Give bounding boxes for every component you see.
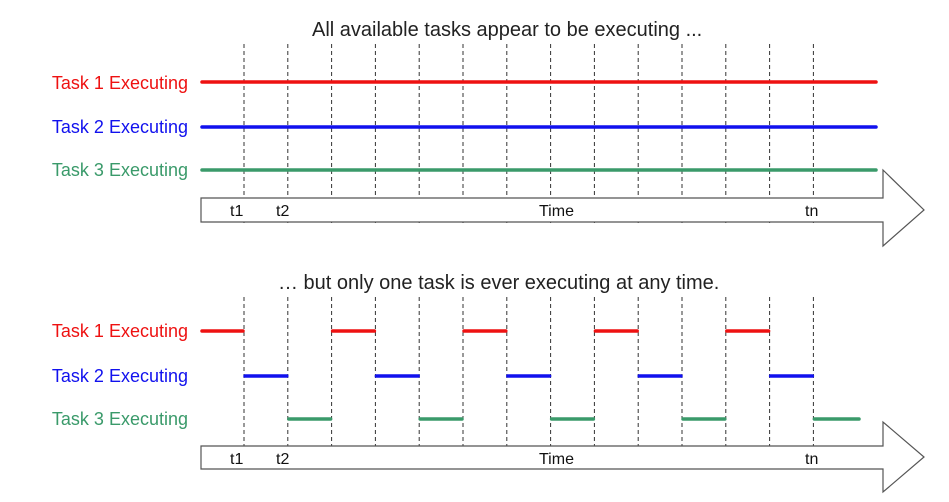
top-panel: All available tasks appear to be executi… — [52, 19, 925, 248]
bottom-task2-label: Task 2 Executing — [52, 366, 188, 386]
top-axis-tn: tn — [805, 203, 818, 220]
top-title: All available tasks appear to be executi… — [312, 19, 702, 41]
top-task1-label: Task 1 Executing — [52, 73, 188, 93]
top-axis-t2: t2 — [276, 203, 289, 220]
bottom-panel: … but only one task is ever executing at… — [52, 272, 925, 494]
top-task2-label: Task 2 Executing — [52, 117, 188, 137]
bottom-task1-label: Task 1 Executing — [52, 321, 188, 341]
top-axis-t1: t1 — [230, 203, 243, 220]
bottom-time-axis-arrow — [200, 420, 925, 494]
top-task3-label: Task 3 Executing — [52, 160, 188, 180]
top-axis-time: Time — [539, 203, 574, 220]
top-time-slice-lines — [243, 44, 814, 223]
bottom-axis-time: Time — [539, 451, 574, 468]
bottom-axis-tn: tn — [805, 451, 818, 468]
bottom-axis-t2: t2 — [276, 451, 289, 468]
bottom-task3-label: Task 3 Executing — [52, 409, 188, 429]
bottom-axis-t1: t1 — [230, 451, 243, 468]
top-time-axis-arrow — [200, 168, 925, 248]
bottom-execution-segments — [200, 329, 861, 421]
bottom-title: … but only one task is ever executing at… — [278, 272, 719, 294]
bottom-time-slice-lines — [243, 297, 814, 470]
